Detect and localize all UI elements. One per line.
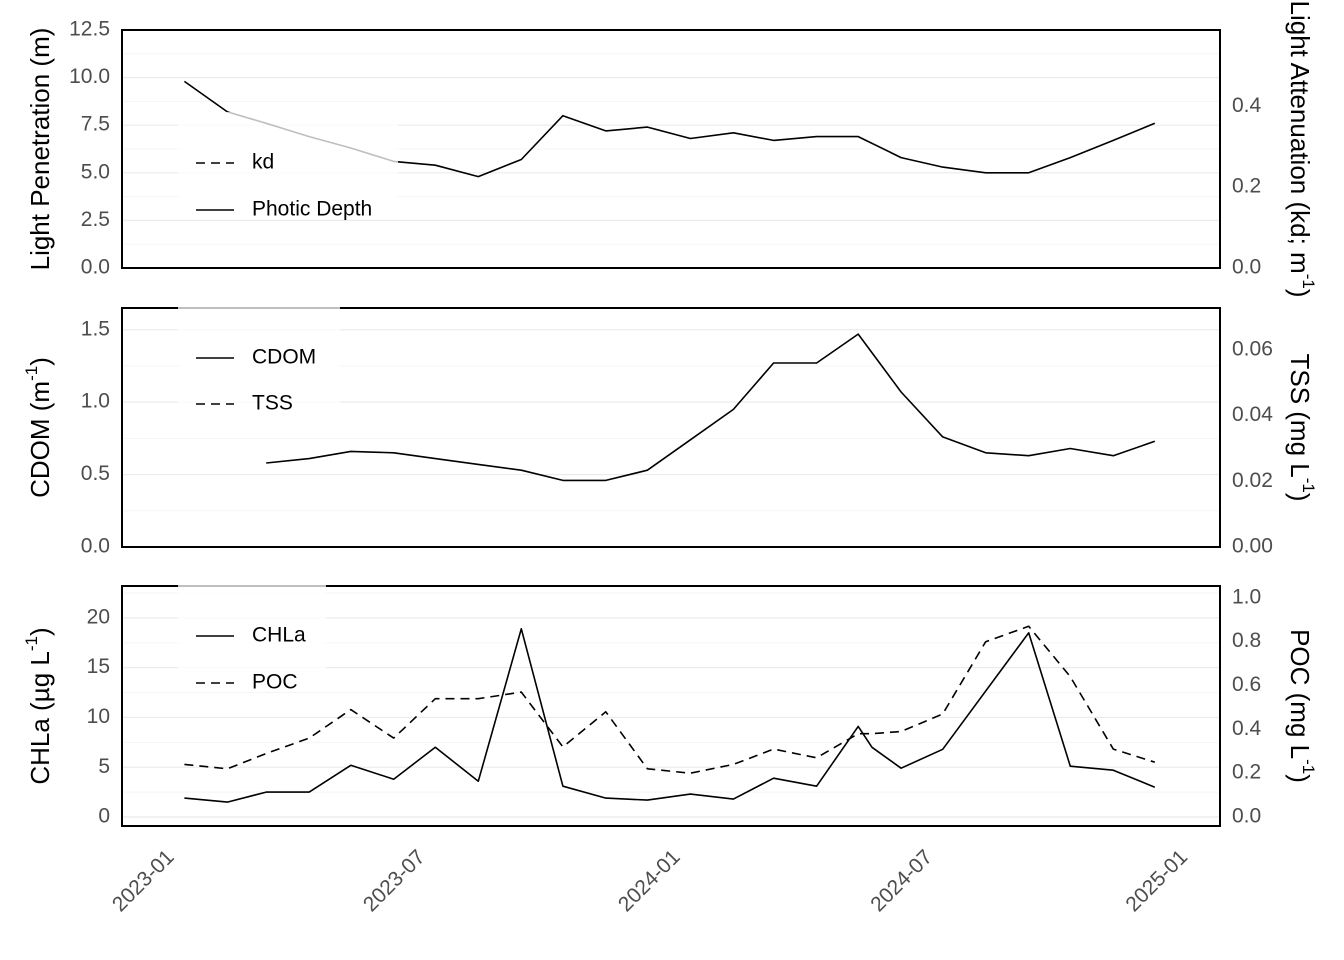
x-tick-label: 2024-01	[614, 845, 685, 916]
y-right-tick-label: 0.2	[1232, 761, 1261, 784]
y-left-tick-label: 7.5	[81, 113, 110, 136]
y-left-tick-label: 10	[87, 705, 110, 728]
x-tick-label: 2024-07	[866, 845, 937, 916]
legend-label-tss: TSS	[252, 392, 293, 415]
y-right-tick-label: 0.06	[1232, 338, 1273, 361]
y-left-tick-label: 1.5	[81, 317, 110, 340]
y-right-tick-label: 0.00	[1232, 535, 1273, 558]
y-right-tick-label: 0.8	[1232, 629, 1261, 652]
y-right-tick-label: 0.0	[1232, 256, 1261, 279]
y-left-tick-label: 0.5	[81, 462, 110, 485]
legend-background	[178, 112, 398, 216]
y-left-tick-label: 0	[98, 805, 110, 828]
panel-border	[121, 307, 1221, 548]
y-right-tick-label: 0.6	[1232, 673, 1261, 696]
legend-label-poc: POC	[252, 671, 298, 694]
y-left-tick-label: 10.0	[69, 65, 110, 88]
y-left-tick-label: 15	[87, 655, 110, 678]
legend-label-cdom: CDOM	[252, 346, 316, 369]
panel-border	[121, 29, 1221, 269]
series-line-poc	[184, 625, 1156, 774]
series-line-chla	[184, 628, 1156, 803]
y-right-tick-label: 0.2	[1232, 175, 1261, 198]
y-left-axis-title: CHLa (µg L-1)	[22, 627, 54, 784]
y-left-tick-label: 20	[87, 605, 110, 628]
panel-top: 0.0 2.5 5.0 7.5 10.0 12.5 0.0 0.2 0.4 kd Photic De…	[25, 1, 1318, 298]
y-left-tick-label: 5	[98, 755, 110, 778]
series-line-cdom	[266, 333, 1156, 482]
y-left-tick-label: 5.0	[81, 160, 110, 183]
x-tick-label: 2025-01	[1121, 845, 1192, 916]
y-left-tick-label: 2.5	[81, 208, 110, 231]
panel-border	[121, 585, 1221, 827]
y-right-axis-title: POC (mg L-1)	[1285, 629, 1317, 783]
y-right-tick-label: 0.4	[1232, 94, 1262, 117]
y-right-tick-label: 0.0	[1232, 805, 1261, 828]
y-left-tick-label: 0.0	[81, 535, 110, 558]
legend-label-photic-depth: Photic Depth	[252, 198, 372, 221]
y-left-tick-label: 1.0	[81, 390, 110, 413]
panel-middle: 0.0 0.5 1.0 1.5 0.00 0.02 0.04 0.06 CDOM TSS CDOM …	[22, 307, 1318, 558]
y-left-tick-label: 0.0	[81, 256, 110, 279]
legend-label-chla: CHLa	[252, 624, 306, 647]
y-right-axis-title: TSS (mg L-1)	[1285, 353, 1317, 501]
x-tick-label: 2023-07	[359, 845, 430, 916]
panel-bottom: 0 5 10 15 20 0.0 0.2 0.4 0.6 0.8 1.0 CHLa POC CHLa (µ…	[22, 585, 1318, 828]
y-left-axis-title: Light Penetration (m)	[25, 28, 55, 271]
y-right-tick-label: 0.04	[1232, 403, 1273, 426]
y-right-axis-title: Light Attenuation (kd; m-1)	[1285, 1, 1317, 298]
y-left-axis-title: CDOM (m-1)	[22, 357, 54, 498]
y-right-tick-label: 0.02	[1232, 469, 1273, 492]
y-right-tick-label: 0.4	[1232, 717, 1262, 740]
y-right-tick-label: 1.0	[1232, 585, 1261, 608]
x-tick-label: 2023-01	[108, 845, 179, 916]
y-left-tick-label: 12.5	[69, 18, 110, 41]
legend-label-kd: kd	[252, 151, 274, 174]
